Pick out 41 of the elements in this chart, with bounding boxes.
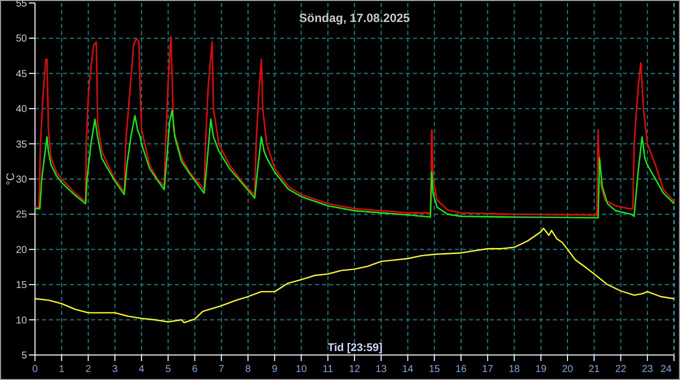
x-tick-label: 13	[376, 364, 388, 375]
x-tick-label: 16	[455, 364, 467, 375]
y-tick-label: 50	[16, 34, 28, 45]
y-tick-label: 40	[16, 104, 28, 116]
x-tick-label: 2	[85, 364, 92, 375]
x-tick-label: 14	[402, 364, 414, 375]
y-tick-label: 35	[16, 139, 28, 150]
x-tick-label: 20	[562, 364, 574, 375]
x-tick-label: 11	[322, 364, 334, 375]
x-tick-label: 10	[296, 364, 308, 375]
x-tick-label: 23	[642, 364, 654, 375]
x-tick-label: 1	[58, 364, 65, 375]
y-tick-label: 15	[16, 280, 28, 292]
x-axis-title: Tid [23:59]	[328, 342, 383, 354]
line-series	[34, 228, 675, 324]
y-tick-label: 10	[16, 315, 28, 326]
x-tick-label: 24	[660, 364, 672, 375]
line-series	[34, 109, 675, 218]
x-tick-label: 9	[272, 364, 278, 375]
x-tick-label: 15	[428, 364, 440, 375]
x-tick-label: 6	[192, 364, 198, 375]
x-tick-label: 0	[32, 364, 38, 375]
x-tick-label: 18	[508, 364, 520, 375]
line-series	[34, 36, 675, 216]
x-tick-label: 8	[245, 364, 252, 375]
x-tick-label: 21	[588, 364, 600, 375]
y-axis-title: °C	[5, 172, 17, 186]
y-tick-label: 30	[16, 174, 28, 186]
y-tick-label: 25	[16, 210, 28, 221]
x-tick-label: 17	[482, 364, 494, 375]
y-tick-label: 5	[21, 350, 28, 362]
x-tick-label: 7	[218, 364, 225, 375]
x-tick-label: 22	[615, 364, 627, 375]
y-tick-label: 45	[16, 68, 28, 80]
x-tick-label: 3	[112, 364, 118, 375]
y-tick-label: 20	[16, 244, 28, 256]
x-tick-label: 5	[165, 364, 172, 375]
x-tick-label: 4	[138, 364, 145, 375]
x-tick-label: 19	[535, 364, 547, 375]
text: Söndag, 17.08.2025	[299, 11, 410, 25]
x-tick-label: 12	[348, 364, 360, 375]
